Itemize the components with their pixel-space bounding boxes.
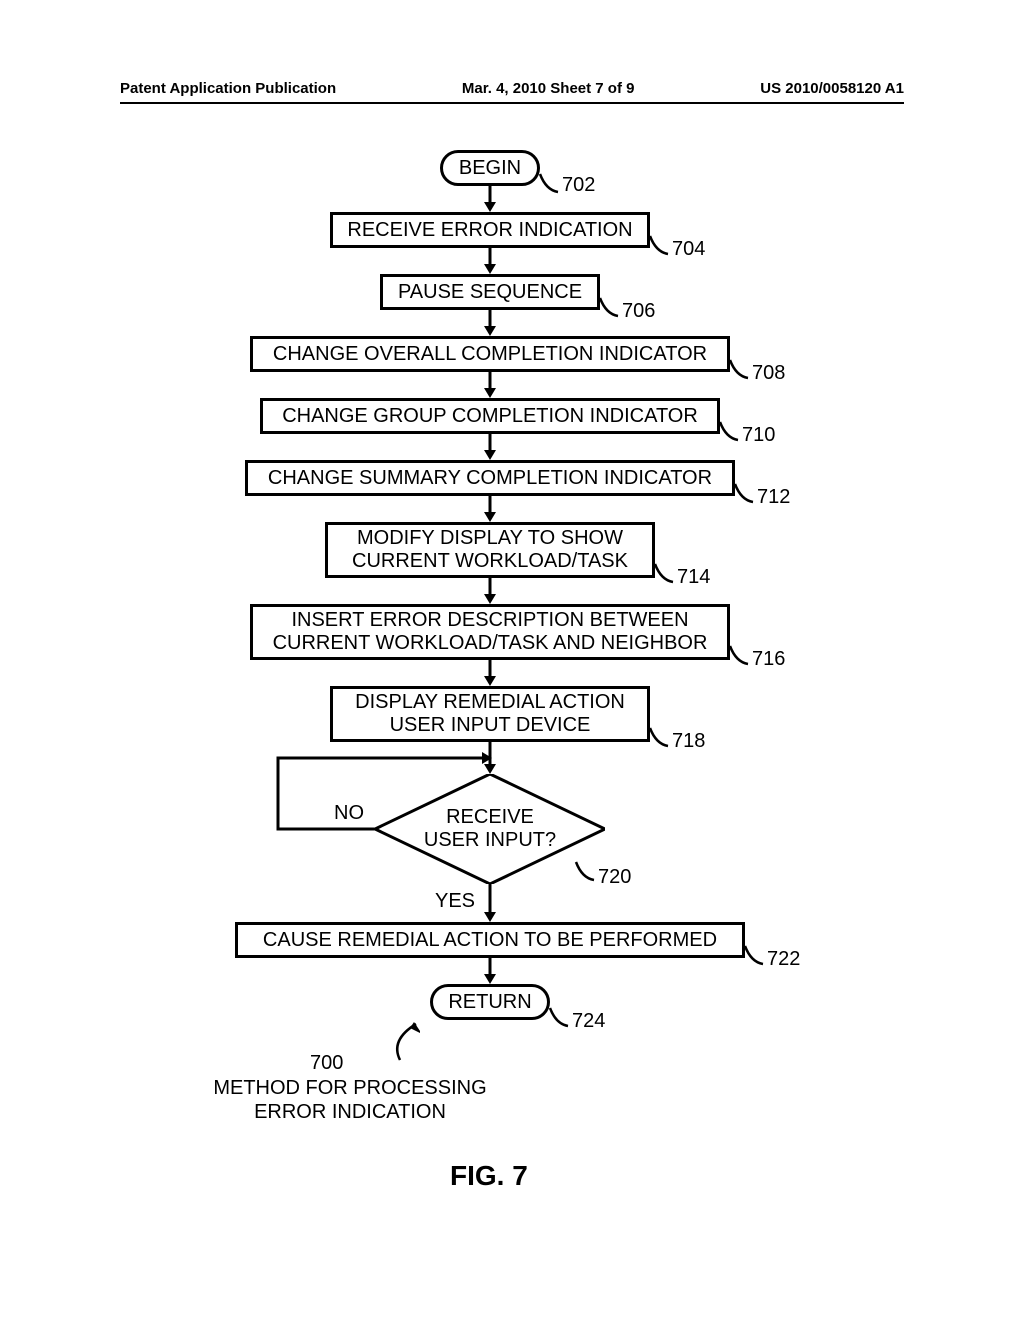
header-left: Patent Application Publication xyxy=(120,80,336,97)
node-710: CHANGE GROUP COMPLETION INDICATOR xyxy=(260,398,720,434)
flowchart-caption: METHOD FOR PROCESSINGERROR INDICATION xyxy=(195,1076,505,1124)
decision-yes-label: YES xyxy=(435,890,475,913)
ref-tick-724 xyxy=(548,1006,568,1026)
ref-tick-702 xyxy=(538,172,558,192)
ref-tick-716 xyxy=(728,644,748,664)
node-716: INSERT ERROR DESCRIPTION BETWEENCURRENT … xyxy=(250,604,730,660)
node-712: CHANGE SUMMARY COMPLETION INDICATOR xyxy=(245,460,735,496)
node-714-label: MODIFY DISPLAY TO SHOWCURRENT WORKLOAD/T… xyxy=(352,527,628,573)
arrow-714-716 xyxy=(484,578,496,604)
arrow-716-718 xyxy=(484,660,496,686)
arrow-722-return xyxy=(484,958,496,984)
page-header: Patent Application Publication Mar. 4, 2… xyxy=(120,80,904,97)
node-return-label: RETURN xyxy=(448,991,531,1014)
ref-tick-714 xyxy=(653,562,673,582)
ref-702: 702 xyxy=(562,174,595,197)
ref-704: 704 xyxy=(672,238,705,261)
ref-tick-720 xyxy=(574,860,594,880)
node-718: DISPLAY REMEDIAL ACTIONUSER INPUT DEVICE xyxy=(330,686,650,742)
ref-716: 716 xyxy=(752,648,785,671)
ref-706: 706 xyxy=(622,300,655,323)
node-708-label: CHANGE OVERALL COMPLETION INDICATOR xyxy=(273,343,707,366)
node-706: PAUSE SEQUENCE xyxy=(380,274,600,310)
ref-712: 712 xyxy=(757,486,790,509)
header-right: US 2010/0058120 A1 xyxy=(760,80,904,97)
header-center: Mar. 4, 2010 Sheet 7 of 9 xyxy=(462,80,635,97)
arrow-706-708 xyxy=(484,310,496,336)
node-704-label: RECEIVE ERROR INDICATION xyxy=(347,219,632,242)
ref-710: 710 xyxy=(742,424,775,447)
header-rule xyxy=(120,102,904,104)
ref-tick-706 xyxy=(598,296,618,316)
arrow-712-714 xyxy=(484,496,496,522)
caption-pointer xyxy=(350,1020,420,1070)
node-704: RECEIVE ERROR INDICATION xyxy=(330,212,650,248)
ref-tick-704 xyxy=(648,234,668,254)
node-708: CHANGE OVERALL COMPLETION INDICATOR xyxy=(250,336,730,372)
ref-714: 714 xyxy=(677,566,710,589)
arrow-no-loop xyxy=(270,750,500,840)
ref-722: 722 xyxy=(767,948,800,971)
ref-tick-708 xyxy=(728,358,748,378)
ref-720: 720 xyxy=(598,866,631,889)
node-718-label: DISPLAY REMEDIAL ACTIONUSER INPUT DEVICE xyxy=(355,691,625,737)
ref-tick-712 xyxy=(733,482,753,502)
ref-tick-718 xyxy=(648,726,668,746)
arrow-begin-704 xyxy=(484,186,496,212)
node-return: RETURN xyxy=(430,984,550,1020)
figure-label: FIG. 7 xyxy=(450,1160,528,1192)
node-begin-label: BEGIN xyxy=(459,157,521,180)
arrow-710-712 xyxy=(484,434,496,460)
ref-tick-710 xyxy=(718,420,738,440)
node-begin: BEGIN xyxy=(440,150,540,186)
ref-718: 718 xyxy=(672,730,705,753)
node-722: CAUSE REMEDIAL ACTION TO BE PERFORMED xyxy=(235,922,745,958)
ref-tick-722 xyxy=(743,944,763,964)
node-722-label: CAUSE REMEDIAL ACTION TO BE PERFORMED xyxy=(263,929,717,952)
node-706-label: PAUSE SEQUENCE xyxy=(398,281,582,304)
arrow-704-706 xyxy=(484,248,496,274)
node-714: MODIFY DISPLAY TO SHOWCURRENT WORKLOAD/T… xyxy=(325,522,655,578)
ref-708: 708 xyxy=(752,362,785,385)
ref-700: 700 xyxy=(310,1052,343,1075)
arrow-708-710 xyxy=(484,372,496,398)
node-712-label: CHANGE SUMMARY COMPLETION INDICATOR xyxy=(268,467,712,490)
node-710-label: CHANGE GROUP COMPLETION INDICATOR xyxy=(282,405,698,428)
ref-724: 724 xyxy=(572,1010,605,1033)
arrow-720-722 xyxy=(484,884,496,922)
node-716-label: INSERT ERROR DESCRIPTION BETWEENCURRENT … xyxy=(273,609,708,655)
